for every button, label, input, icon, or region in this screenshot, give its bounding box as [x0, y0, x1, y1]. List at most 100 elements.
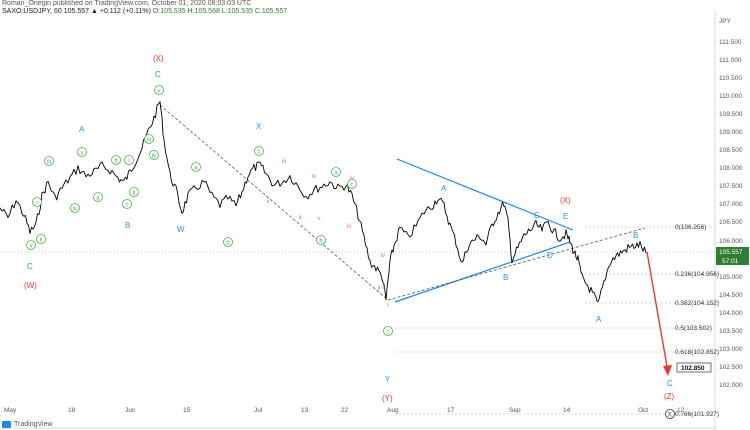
wave-label-pink: i	[387, 303, 388, 309]
y-tick-label: 103.500	[719, 328, 743, 335]
x-tick-label: 14	[563, 407, 571, 414]
red-wave-labels: (W) (X) (X) (Y) (Z)	[24, 54, 675, 403]
green-circle-icon	[32, 197, 42, 207]
wave-label-green: iv	[152, 153, 156, 159]
ohlc-values: O:105.535 H:105.568 L:105.535 C:105.557	[152, 8, 288, 15]
x-tick-label: May	[4, 407, 17, 414]
wave-label-blue: C	[667, 379, 673, 388]
wave-label-green: iii	[147, 137, 151, 143]
x-tick-label: Oct	[638, 407, 648, 414]
last-price-value: 105.557	[719, 249, 743, 256]
tradingview-logo-icon	[2, 420, 11, 428]
green-circle-icon	[383, 326, 393, 336]
x-tick-label: Aug	[387, 407, 399, 414]
trendlines[interactable]	[159, 104, 646, 303]
wave-label-green: i	[128, 158, 129, 164]
green-circle-icon	[129, 187, 139, 197]
triangle-upper-trendline[interactable]	[396, 158, 574, 231]
currency-label: JPY	[719, 18, 732, 25]
wave-label-blue: X	[256, 122, 262, 131]
wave-label-blue: B	[125, 221, 130, 230]
wave-label-green: a	[334, 170, 338, 176]
wave-label-green: b	[226, 240, 230, 246]
green-circle-icon	[254, 146, 264, 156]
green-circle-icon	[111, 155, 121, 165]
y-tick-label: 106.000	[719, 238, 743, 245]
blue-wave-labels: C A B C W X A B C D E B A C Y	[27, 70, 673, 388]
green-circle-icon	[347, 179, 357, 189]
x-tick-label: Jun	[125, 407, 136, 414]
green-circle-icon	[77, 147, 87, 157]
green-circle-icon	[122, 199, 132, 209]
wave-label-blue: D	[547, 251, 553, 260]
green-circle-icon	[26, 240, 36, 250]
price-axis[interactable]: JPY 111.500111.000110.500110.000109.5001…	[676, 18, 749, 389]
symbol-line: SAXO:USDJPY, 60 105.557 ▲ +0.112 (+0.11%…	[2, 8, 562, 16]
wave-label-pink: iv	[312, 174, 316, 180]
time-axis[interactable]: May 18 Jun 15 Jul 13 22 Aug 17 Sep 14 Oct 12	[4, 407, 685, 414]
x-tick-label: 22	[341, 407, 349, 414]
wave-label-pink: iii	[282, 159, 286, 165]
y-tick-label: 104.000	[719, 310, 743, 317]
x-tick-label: 13	[301, 407, 309, 414]
wave-label-green: c	[387, 329, 390, 335]
footer-brand: TradingView	[14, 420, 53, 428]
price-line	[0, 101, 647, 302]
symbol-info: SAXO:USDJPY, 60 105.557 ▲ +0.112 (+0.11%…	[2, 8, 151, 15]
x-tick-label: Sep	[509, 407, 521, 414]
wave-label-blue: A	[596, 315, 602, 324]
wave-label-red: (Y)	[382, 394, 393, 403]
circle-x-icon	[665, 409, 675, 419]
green-circle-icon	[144, 134, 154, 144]
green-circle-icon	[149, 150, 159, 160]
fib-label-0618: 0.618(102.852)	[675, 349, 719, 356]
fib-label-0382: 0.382(104.152)	[675, 300, 719, 307]
footer: TradingView	[2, 419, 53, 429]
green-circle-icon	[223, 237, 233, 247]
plot-area[interactable]: 0(106.256) 0.236(104.956) 0.382(104.152)…	[0, 10, 719, 430]
green-circle-icon	[124, 155, 134, 165]
wave-label-pink: v	[318, 216, 321, 222]
countdown-tag	[716, 256, 749, 265]
y-tick-label: 109.000	[719, 129, 743, 136]
wave-label-blue: Y	[385, 375, 391, 384]
arrow-shaft	[646, 251, 669, 373]
target-price-tag	[676, 362, 712, 373]
circled-x-marker: X	[665, 409, 675, 419]
wave-label-green: c	[258, 149, 261, 155]
x-tick-label: Jul	[254, 407, 263, 414]
x-tick-label: 18	[68, 407, 76, 414]
wave-label-blue: B	[503, 273, 508, 282]
wave-label-green: ii	[133, 190, 136, 196]
green-circle-icon	[316, 235, 326, 245]
x-tick-label: 17	[447, 407, 455, 414]
dashed-projection-line-1[interactable]	[159, 104, 389, 301]
wave-label-green: c	[351, 182, 354, 188]
bar-countdown: 57:01	[722, 258, 739, 265]
wave-label-blue: C	[534, 211, 540, 220]
green-circle-icon	[44, 156, 54, 166]
wave-label-green: v	[30, 243, 33, 249]
green-circle-icon	[36, 234, 46, 244]
y-tick-label: 107.500	[719, 183, 743, 190]
y-tick-label: 110.500	[719, 75, 742, 82]
chart-header: Roman_Onegin published on TradingView.co…	[2, 0, 562, 22]
green-circle-icon	[331, 167, 341, 177]
y-tick-label: 109.500	[719, 111, 743, 118]
projection-arrow[interactable]	[646, 251, 672, 376]
green-circle-icon	[154, 85, 164, 95]
wave-label-green: b	[319, 238, 323, 244]
triangle-lower-trendline[interactable]	[394, 241, 571, 303]
green-circle-icon	[191, 162, 201, 172]
dashed-projection-line-2[interactable]	[387, 227, 646, 301]
y-tick-label: 102.500	[719, 364, 743, 371]
wave-label-blue: A	[441, 184, 447, 193]
wave-label-green: c	[126, 202, 129, 208]
wave-label-red: (Z)	[664, 392, 675, 401]
wave-label-green: i	[36, 200, 37, 206]
wave-label-pink: ii	[378, 286, 381, 292]
green-circle-icon	[93, 192, 103, 202]
